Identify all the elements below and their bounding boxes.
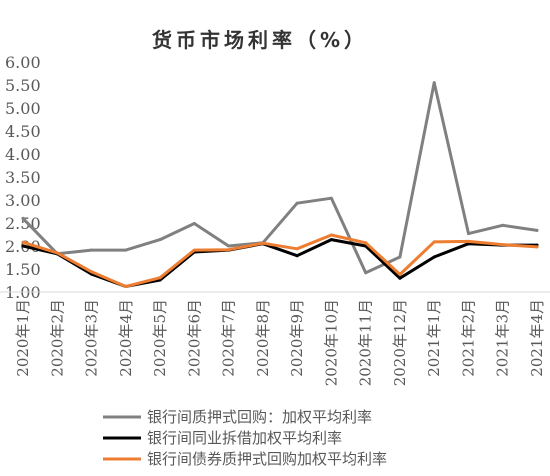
data-point-series-1 bbox=[295, 201, 299, 205]
data-point-series-3 bbox=[55, 251, 59, 255]
data-point-series-1 bbox=[364, 271, 368, 275]
data-point-series-3 bbox=[21, 240, 25, 244]
x-tick-label: 2021年2月 bbox=[459, 299, 477, 377]
x-tick-label: 2020年2月 bbox=[48, 299, 66, 377]
series-line-3 bbox=[21, 233, 539, 288]
x-tick-label: 2020年5月 bbox=[151, 299, 169, 377]
x-tick-label: 2020年10月 bbox=[322, 299, 340, 386]
x-tick-label: 2021年3月 bbox=[494, 299, 512, 377]
x-tick-label: 2020年8月 bbox=[254, 299, 272, 377]
data-point-series-1 bbox=[535, 228, 539, 232]
legend-label-1: 银行间质押式回购：加权平均利率 bbox=[147, 408, 372, 426]
data-point-series-1 bbox=[329, 196, 333, 200]
x-tick-label: 2021年4月 bbox=[528, 299, 546, 377]
data-point-series-2 bbox=[398, 276, 402, 280]
data-point-series-1 bbox=[501, 223, 505, 227]
data-point-series-1 bbox=[467, 232, 470, 236]
data-point-series-1 bbox=[21, 216, 25, 220]
data-point-series-3 bbox=[467, 239, 470, 243]
data-point-series-3 bbox=[90, 270, 93, 274]
y-axis-ticks: 6.005.505.004.504.003.503.002.502.001.50… bbox=[5, 53, 41, 302]
data-point-series-3 bbox=[432, 240, 436, 244]
data-point-series-3 bbox=[227, 248, 231, 252]
x-tick-label: 2020年4月 bbox=[117, 299, 135, 377]
data-point-series-1 bbox=[227, 244, 231, 248]
data-point-series-1 bbox=[90, 248, 93, 252]
legend-label-2: 银行间同业拆借加权平均利率 bbox=[147, 429, 342, 447]
y-tick-label: 5.50 bbox=[5, 76, 41, 95]
data-point-series-1 bbox=[398, 255, 402, 259]
chart-title: 货币市场利率（%） bbox=[152, 28, 368, 52]
y-tick-label: 6.00 bbox=[5, 53, 41, 72]
data-point-series-3 bbox=[329, 233, 333, 237]
data-point-series-1 bbox=[432, 81, 436, 85]
data-point-series-3 bbox=[261, 241, 265, 245]
y-tick-label: 4.50 bbox=[5, 122, 41, 141]
data-point-series-2 bbox=[295, 254, 299, 258]
x-tick-label: 2020年11月 bbox=[357, 299, 375, 386]
series-line-1 bbox=[21, 81, 539, 275]
legend-label-3: 银行间债券质押式回购加权平均利率 bbox=[147, 450, 387, 468]
x-tick-label: 2020年1月 bbox=[14, 299, 32, 377]
x-axis-ticks: 2020年1月 2020年2月 2020年3月 2020年4月 2020年5月 2020年… bbox=[14, 299, 546, 386]
data-point-series-3 bbox=[398, 273, 402, 276]
data-point-series-1 bbox=[192, 222, 196, 225]
y-tick-label: 3.50 bbox=[5, 168, 41, 187]
data-point-series-2 bbox=[432, 255, 436, 259]
data-point-series-3 bbox=[535, 245, 539, 249]
y-tick-label: 1.50 bbox=[5, 260, 41, 279]
x-tick-label: 2020年7月 bbox=[220, 299, 238, 377]
data-point-series-1 bbox=[158, 238, 162, 242]
data-point-series-2 bbox=[329, 238, 333, 242]
data-point-series-2 bbox=[21, 244, 25, 248]
y-tick-label: 5.00 bbox=[5, 99, 41, 118]
x-tick-label: 2020年9月 bbox=[288, 299, 306, 377]
legend: 银行间质押式回购：加权平均利率银行间同业拆借加权平均利率银行间债券质押式回购加权… bbox=[103, 408, 387, 468]
data-point-series-3 bbox=[364, 241, 368, 245]
data-point-series-3 bbox=[158, 276, 162, 280]
x-tick-label: 2021年1月 bbox=[425, 299, 443, 377]
data-point-series-3 bbox=[192, 248, 196, 252]
x-tick-label: 2020年3月 bbox=[83, 299, 101, 377]
data-point-series-3 bbox=[295, 247, 299, 251]
data-point-series-1 bbox=[124, 248, 128, 252]
x-tick-label: 2020年6月 bbox=[185, 299, 203, 377]
y-tick-label: 4.00 bbox=[5, 145, 41, 164]
series-lines bbox=[21, 81, 539, 288]
x-tick-label: 2020年12月 bbox=[391, 299, 409, 386]
data-point-series-3 bbox=[501, 243, 505, 247]
y-tick-label: 3.00 bbox=[5, 191, 41, 210]
data-point-series-3 bbox=[124, 285, 128, 288]
